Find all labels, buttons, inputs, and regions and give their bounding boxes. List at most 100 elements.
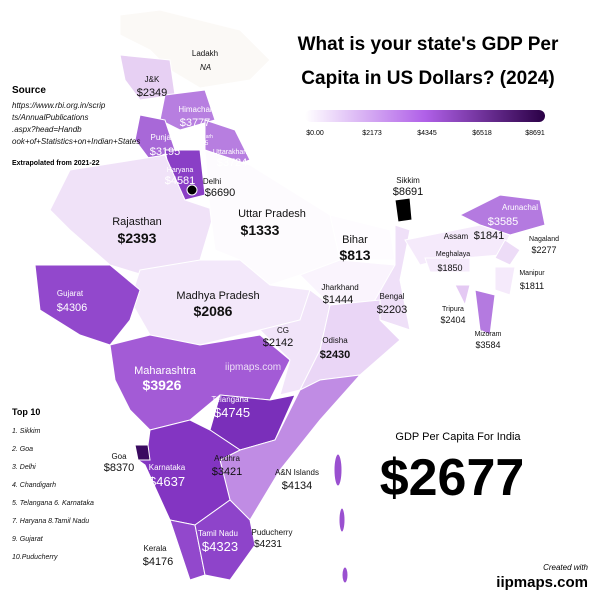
state-label: Arunachal $3585	[488, 203, 539, 228]
state-name: Nagaland	[529, 236, 559, 243]
state-label: Tripura $2404	[440, 306, 465, 325]
state-name: Bengal	[380, 292, 405, 301]
state-name: Punjab	[151, 133, 176, 142]
top10-item: 2. Goa	[11, 446, 33, 453]
state-label: Ladakh NA	[192, 49, 218, 72]
state-label: Bengal $2203	[377, 292, 408, 316]
state-name: Maharashtra	[134, 365, 197, 377]
credit-line: Created with	[543, 563, 588, 572]
state-label: Meghalaya $1850	[436, 251, 470, 273]
state-label: Haryana$4581	[165, 167, 196, 187]
state-name: Manipur	[519, 270, 545, 277]
state-value: $3926	[143, 377, 182, 393]
state-name: Tripura	[442, 306, 464, 313]
state-value: $4745	[214, 405, 250, 420]
region	[119, 9, 271, 89]
top10-item: 10.Puducherry	[12, 554, 58, 561]
source-url-line: .aspx?head=Handb	[12, 125, 82, 134]
state-value: $2086	[194, 303, 233, 319]
state-name: Meghalaya	[436, 251, 470, 258]
state-name: Ladakh	[192, 49, 218, 58]
region	[424, 257, 471, 273]
state-name: Tamil Nadu	[198, 529, 238, 538]
state-name: A&N Islands	[275, 468, 319, 477]
state-label: Punjab $3195	[150, 133, 181, 158]
region	[204, 149, 341, 286]
labels: Ladakh NA J&K $2349 Himachal $3777 Chandiga…	[57, 49, 559, 568]
state-name: Assam	[444, 232, 469, 241]
national-label: GDP Per Capita For India	[395, 431, 521, 443]
state-value: NA	[200, 63, 211, 72]
legend-tick: $0.00	[306, 130, 324, 137]
state-label: Andhra $3421	[212, 454, 243, 478]
state-name: CG	[277, 326, 289, 335]
state-value: $1841	[474, 230, 505, 242]
state-label: Odisha $2430	[320, 336, 351, 361]
state-value: $2349	[137, 87, 168, 99]
state-label: Rajasthan $2393	[112, 216, 162, 246]
top10-item: 5. Telangana 6. Karnataka	[12, 500, 94, 507]
state-label: J&K $2349	[137, 75, 168, 99]
state-name: Rajasthan	[112, 216, 162, 228]
region	[454, 284, 471, 307]
source-url-line: ts/AnnualPublications	[12, 113, 89, 122]
state-value: $813	[339, 247, 370, 263]
region	[494, 239, 521, 266]
national-value: $2677	[380, 449, 525, 507]
state-value: $8691	[393, 186, 424, 198]
state-value: $1444	[323, 294, 354, 306]
state-label: Assam $1841	[444, 230, 505, 242]
state-value: $1333	[241, 222, 280, 238]
region	[494, 266, 516, 296]
state-label: Mizoram $3584	[475, 331, 502, 350]
state-value: $6690	[205, 187, 236, 199]
state-value: $2277	[531, 245, 556, 255]
state-label: Maharashtra$3926	[134, 365, 197, 393]
top10-item: 4. Chandigarh	[12, 482, 56, 489]
state-label: Tamil Nadu$4323	[198, 529, 238, 554]
region	[333, 453, 343, 487]
state-name: Bihar	[342, 234, 368, 246]
state-value: $4231	[254, 539, 282, 550]
title: What is your state's GDP Per Capita in U…	[298, 34, 559, 89]
state-value: $2203	[377, 304, 408, 316]
state-value: $4581	[165, 175, 196, 187]
state-value: $3585	[488, 216, 519, 228]
state-value: $3421	[212, 466, 243, 478]
state-value: $3777	[180, 117, 211, 129]
state-value: $4134	[282, 480, 313, 492]
state-name: Madhya Pradesh	[176, 290, 259, 302]
source-heading: Source	[12, 85, 46, 96]
top10-item: 3. Delhi	[12, 464, 36, 471]
state-value: $8370	[104, 462, 135, 474]
state-label: Goa$8370	[104, 452, 135, 474]
region	[134, 444, 151, 461]
state-label: Delhi$6690	[203, 177, 235, 199]
source-url-line: ook+of+Statistics+on+Indian+States	[12, 137, 140, 146]
state-name: Gujarat	[57, 289, 84, 298]
state-label: Telangana$4745	[212, 395, 251, 420]
state-label: Puducherry $4231	[252, 528, 293, 550]
title-line: What is your state's GDP Per	[298, 34, 559, 55]
source-url: https://www.rbi.org.in/scrip ts/AnnualPub…	[12, 101, 140, 146]
state-label: Nagaland $2277	[529, 236, 559, 255]
state-value: $2142	[263, 337, 294, 349]
state-value: $2430	[320, 349, 351, 361]
watermark: iipmaps.com	[225, 362, 281, 373]
legend-tick: $2173	[362, 130, 382, 137]
state-name: Kerala	[143, 544, 167, 553]
state-label: Uttar Pradesh $1333	[238, 208, 306, 238]
state-name: Odisha	[322, 336, 348, 345]
state-name: Goa	[111, 452, 127, 461]
state-label: Chandigarh$5905	[187, 134, 213, 147]
top10-item: 7. Haryana 8.Tamil Nadu	[12, 518, 89, 525]
state-label: Himachal $3777	[178, 105, 212, 129]
credit-site: iipmaps.com	[496, 574, 588, 591]
state-label: Uttarakhand$3724	[213, 149, 251, 169]
top10-list: 1. Sikkim 2. Goa 3. Delhi 4. Chandigarh 5. T…	[11, 428, 94, 561]
region	[341, 566, 349, 584]
region	[119, 54, 176, 101]
region	[338, 507, 346, 533]
state-value: $1811	[520, 281, 544, 291]
